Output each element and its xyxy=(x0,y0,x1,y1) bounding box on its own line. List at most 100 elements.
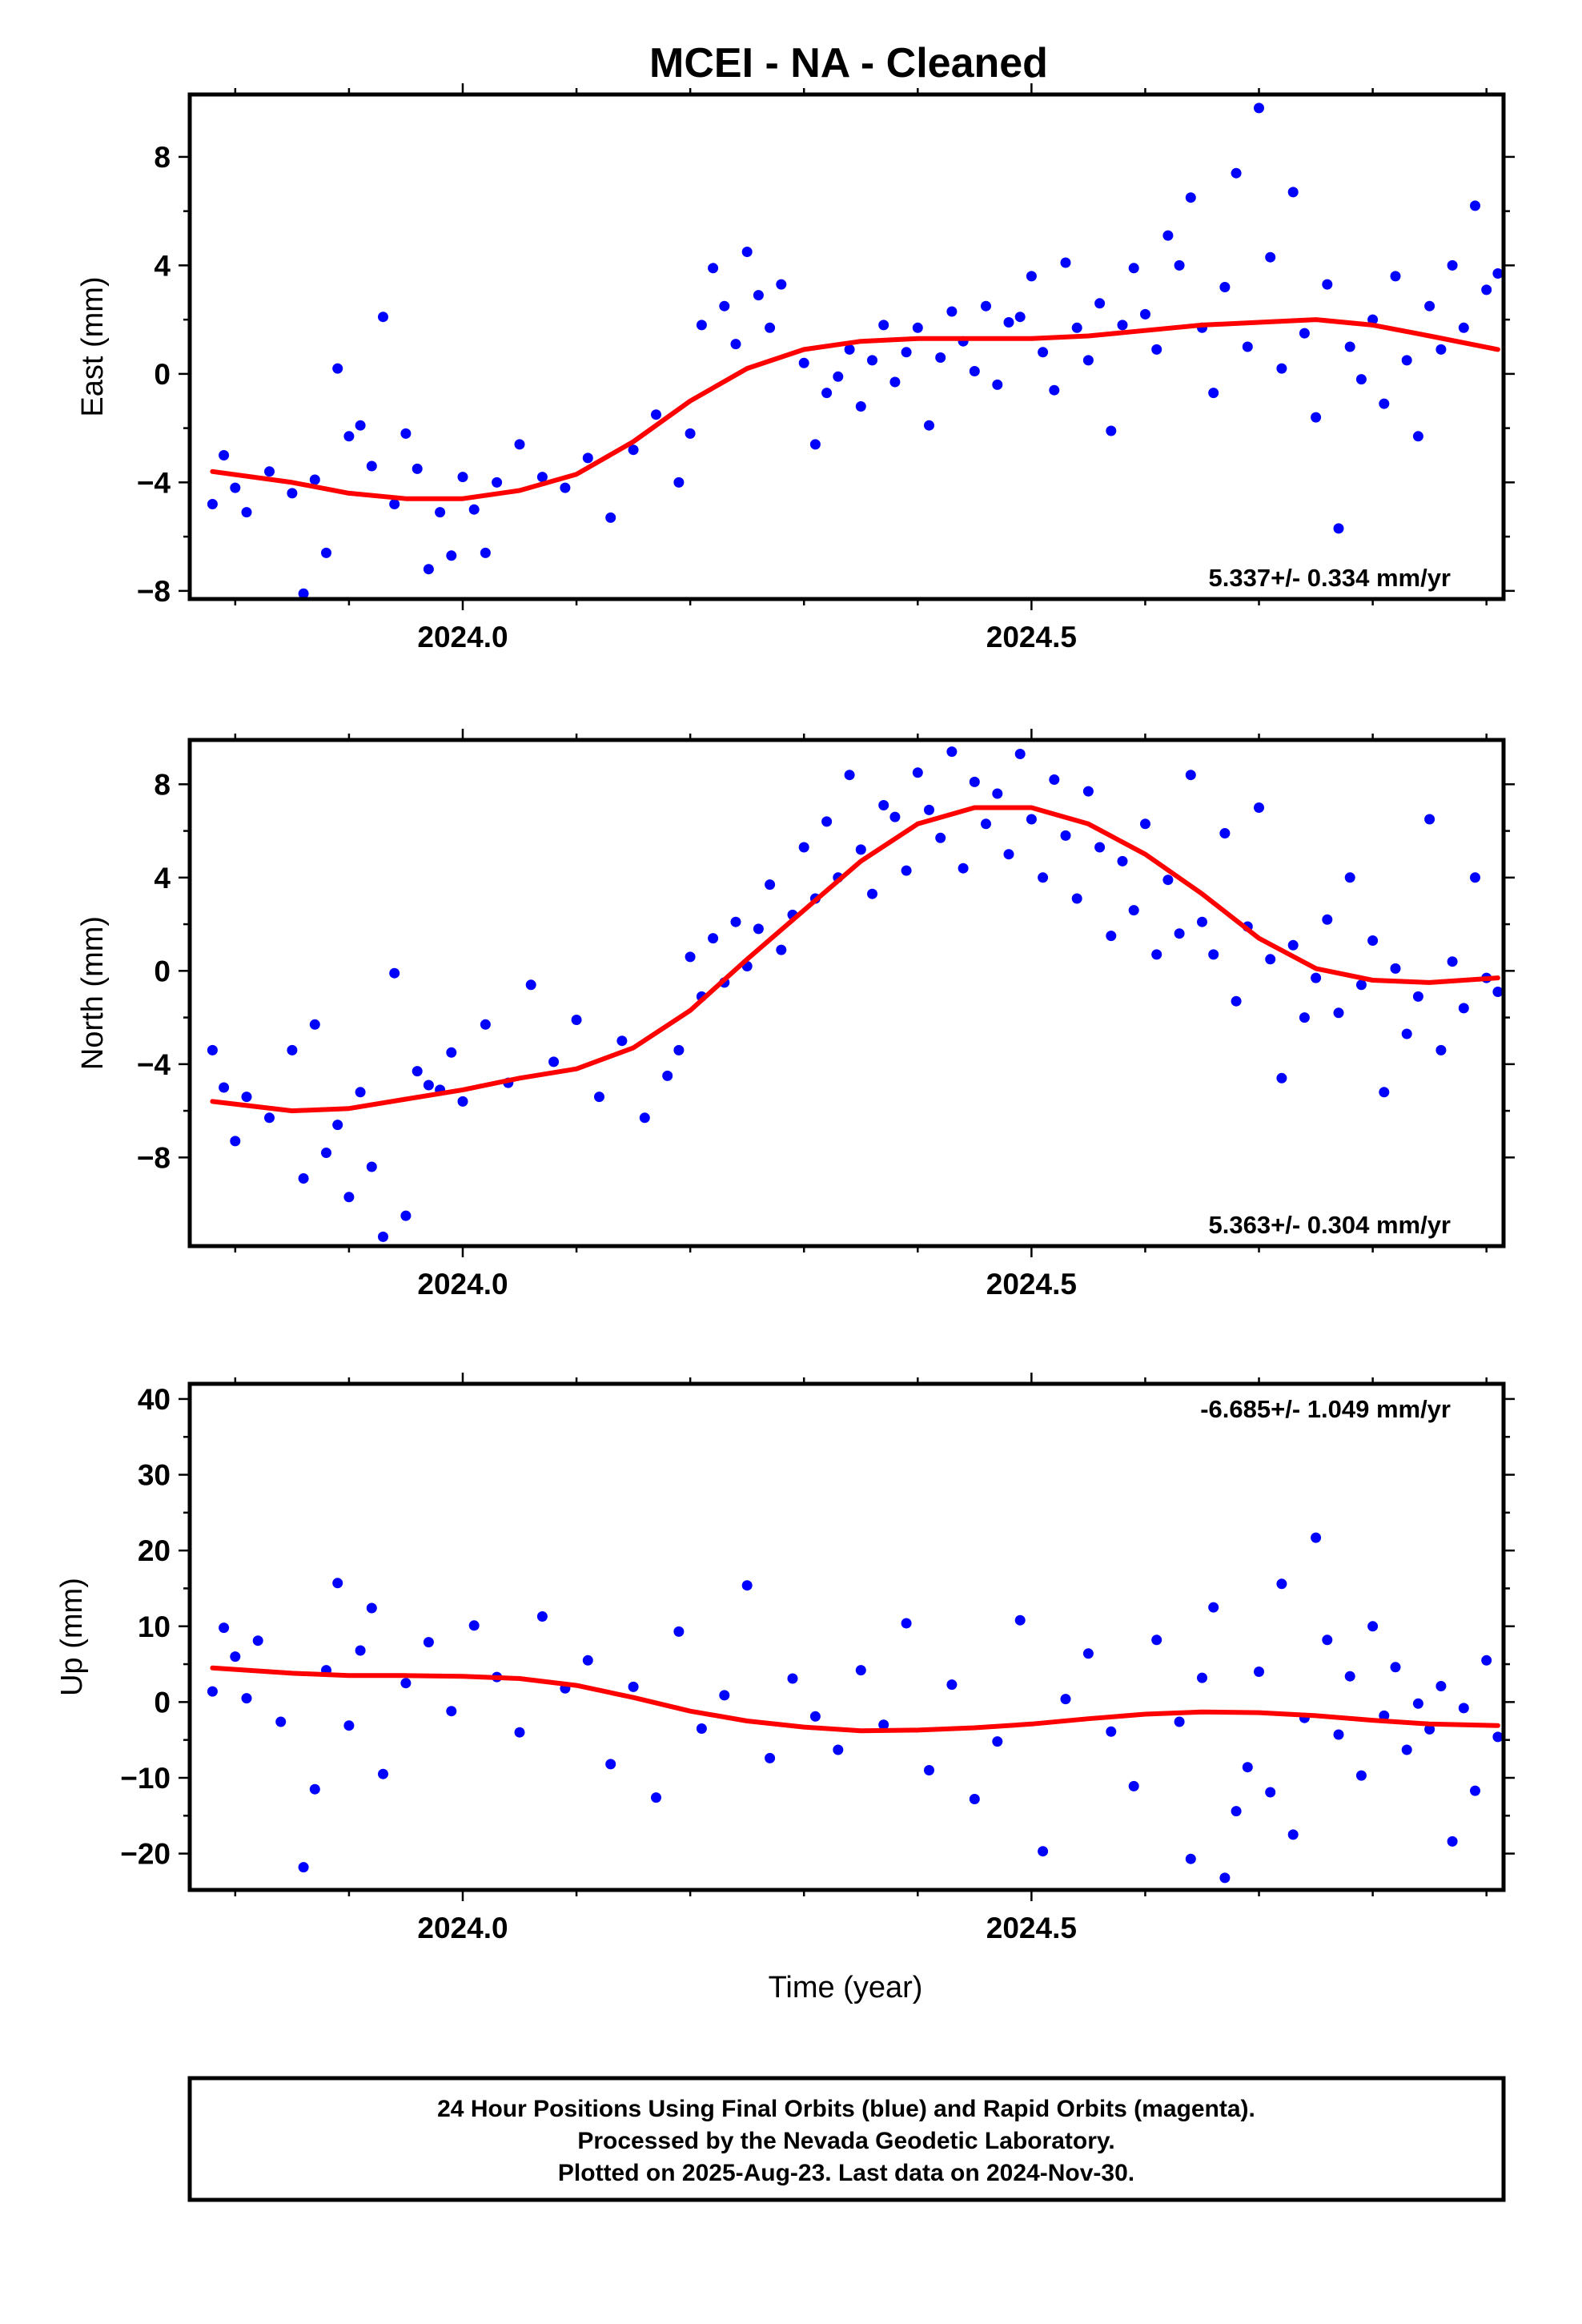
data-point-east xyxy=(708,263,719,274)
data-point-north xyxy=(867,888,877,899)
data-point-east xyxy=(719,300,730,312)
points-north xyxy=(207,746,1504,1242)
data-point-north xyxy=(855,844,866,855)
data-point-north xyxy=(1390,963,1401,974)
data-point-up xyxy=(514,1727,525,1738)
data-point-east xyxy=(844,344,855,355)
data-point-east xyxy=(1379,398,1390,409)
data-point-up xyxy=(343,1720,355,1731)
data-point-east xyxy=(1128,263,1139,274)
data-point-east xyxy=(1208,388,1219,399)
data-point-north xyxy=(1106,931,1117,942)
fit-line-up xyxy=(210,1665,1500,1734)
y-axis-label-north: North (mm) xyxy=(76,916,110,1070)
data-point-east xyxy=(981,300,991,312)
rate-label-up: -6.685+/- 1.049 mm/yr xyxy=(1200,1395,1451,1423)
data-point-up xyxy=(219,1622,230,1634)
data-point-east xyxy=(1344,341,1355,352)
data-point-north xyxy=(1038,872,1049,883)
data-point-north xyxy=(889,811,901,822)
data-point-up xyxy=(605,1759,616,1770)
data-point-east xyxy=(1276,363,1287,374)
y-axis-label-east: East (mm) xyxy=(76,276,110,416)
data-point-up xyxy=(1254,1667,1264,1677)
data-point-east xyxy=(423,564,434,575)
footer-line-2: Processed by the Nevada Geodetic Laborat… xyxy=(577,2128,1114,2154)
data-point-north xyxy=(423,1080,434,1091)
data-point-north xyxy=(1231,995,1242,1007)
data-point-east xyxy=(1401,355,1412,366)
data-point-east xyxy=(924,420,934,431)
data-point-north xyxy=(1208,949,1219,960)
data-point-north xyxy=(1299,1012,1310,1023)
data-point-east xyxy=(1447,259,1458,271)
data-point-east xyxy=(628,444,639,456)
data-point-up xyxy=(946,1679,958,1691)
data-point-up xyxy=(1412,1698,1423,1709)
data-point-up xyxy=(536,1611,548,1622)
data-point-east xyxy=(492,476,503,488)
data-point-east xyxy=(1014,312,1026,323)
data-point-east xyxy=(1185,192,1196,203)
data-point-east xyxy=(946,306,958,317)
data-point-east xyxy=(412,463,423,474)
data-point-up xyxy=(1481,1655,1492,1666)
data-point-north xyxy=(412,1066,423,1077)
data-point-east xyxy=(1219,282,1231,292)
data-point-up xyxy=(969,1794,980,1804)
data-point-east xyxy=(207,499,218,509)
y-tick-label-up: −20 xyxy=(120,1838,171,1871)
data-point-east xyxy=(1265,251,1276,263)
data-point-up xyxy=(1185,1853,1196,1864)
data-point-east xyxy=(536,472,548,483)
data-point-east xyxy=(1470,200,1480,211)
data-point-north xyxy=(1355,979,1367,991)
x-tick-label-east: 2024.0 xyxy=(417,621,508,653)
data-point-up xyxy=(1435,1681,1447,1691)
y-tick-label-north: −4 xyxy=(137,1048,171,1081)
data-point-up xyxy=(1367,1621,1379,1632)
data-point-north xyxy=(730,916,741,927)
data-point-east xyxy=(867,355,877,366)
data-point-north xyxy=(708,933,719,944)
data-point-north xyxy=(1412,991,1423,1002)
data-point-north xyxy=(1219,828,1231,838)
data-point-north xyxy=(992,788,1003,799)
data-point-east xyxy=(343,431,355,442)
data-point-north xyxy=(378,1231,388,1242)
data-point-north xyxy=(1026,814,1037,825)
data-point-up xyxy=(1390,1662,1401,1673)
data-point-north xyxy=(1401,1028,1412,1039)
data-point-east xyxy=(309,474,320,485)
data-point-north xyxy=(1060,830,1071,841)
data-point-up xyxy=(1082,1648,1094,1659)
data-point-up xyxy=(1197,1672,1207,1683)
data-point-up xyxy=(719,1690,730,1701)
data-point-up xyxy=(1128,1780,1139,1791)
plot-frame-east xyxy=(187,92,1506,601)
data-point-up xyxy=(378,1768,388,1779)
data-point-up xyxy=(1322,1634,1333,1646)
data-point-up xyxy=(468,1620,480,1631)
data-point-up xyxy=(1458,1703,1469,1714)
data-point-up xyxy=(855,1665,866,1676)
data-point-north xyxy=(219,1082,230,1093)
data-point-up xyxy=(1401,1744,1412,1755)
data-point-north xyxy=(1140,818,1150,830)
data-point-east xyxy=(1412,431,1423,442)
data-point-north xyxy=(753,923,764,935)
data-point-up xyxy=(1276,1578,1287,1590)
data-point-north xyxy=(958,862,969,874)
data-point-up xyxy=(992,1736,1003,1747)
data-point-east xyxy=(1367,314,1379,325)
data-point-north xyxy=(1424,814,1435,825)
data-point-up xyxy=(366,1602,377,1614)
data-point-up xyxy=(230,1651,241,1663)
data-point-east xyxy=(605,512,616,523)
data-point-east xyxy=(741,247,753,257)
footer-line-1: 24 Hour Positions Using Final Orbits (bl… xyxy=(437,2096,1255,2122)
data-point-north xyxy=(457,1096,468,1107)
data-point-east xyxy=(730,339,741,350)
data-point-east xyxy=(514,439,525,450)
data-point-east xyxy=(696,320,707,331)
